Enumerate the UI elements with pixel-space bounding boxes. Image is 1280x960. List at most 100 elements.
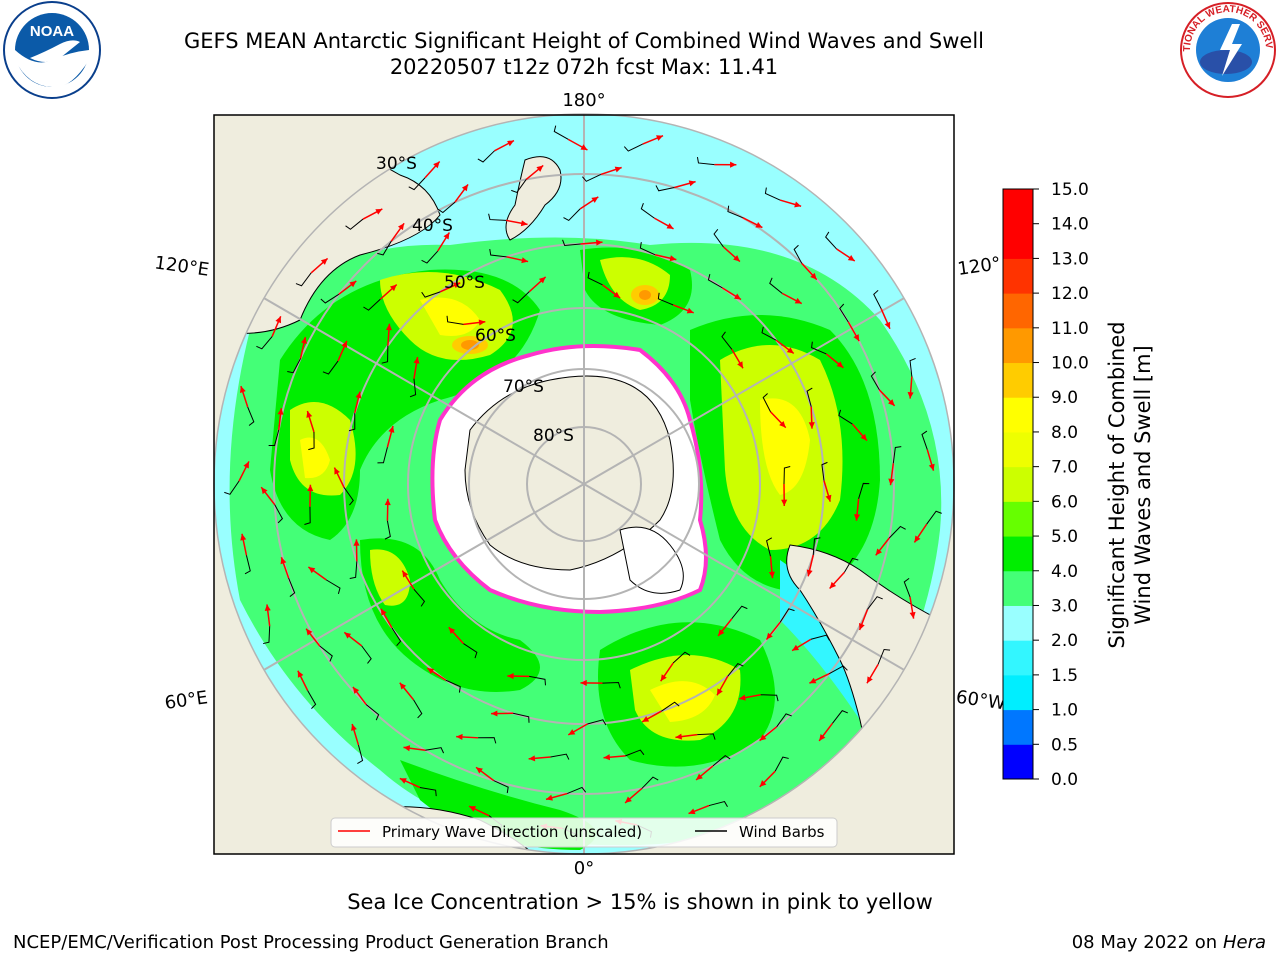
chart-title: GEFS MEAN Antarctic Significant Height o… bbox=[183, 29, 985, 53]
wind-barb bbox=[363, 298, 381, 311]
colorbar-tick-label: 3.0 bbox=[1051, 596, 1078, 616]
colorbar-tick-label: 6.0 bbox=[1051, 492, 1078, 512]
colorbar-tick-label: 2.0 bbox=[1051, 631, 1078, 651]
wave-arrow-head bbox=[433, 161, 440, 169]
wind-barb bbox=[909, 357, 916, 377]
sea-ice-note: Sea Ice Concentration > 15% is shown in … bbox=[347, 890, 933, 914]
wave-arrow-head bbox=[397, 223, 405, 231]
wind-barb bbox=[478, 737, 497, 744]
wind-barb bbox=[488, 213, 506, 221]
wave-arrow-head bbox=[737, 361, 743, 369]
wind-barb bbox=[408, 177, 426, 191]
wind-barb bbox=[263, 626, 271, 645]
wave-arrow-head bbox=[733, 255, 740, 262]
wind-barb bbox=[357, 744, 364, 764]
wave-arrow-head bbox=[642, 716, 650, 722]
wind-barb bbox=[244, 555, 251, 575]
wave-arrow-head bbox=[806, 569, 813, 577]
wind-barb bbox=[774, 756, 789, 772]
wind-barb bbox=[821, 461, 828, 481]
footer-host: Hera bbox=[1222, 932, 1266, 953]
wave-arrow-head bbox=[453, 282, 461, 289]
wave-arrow-head bbox=[866, 676, 873, 684]
wave-arrow-head bbox=[307, 484, 314, 492]
wave-arrow-head bbox=[759, 734, 767, 741]
wave-arrow-head bbox=[427, 668, 435, 675]
wind-barb bbox=[409, 378, 417, 398]
wave-arrow-head bbox=[264, 604, 271, 612]
wave-arrow-head bbox=[603, 754, 611, 761]
wave-arrow-head bbox=[669, 255, 677, 262]
wind-barb bbox=[708, 800, 728, 808]
wind-barb bbox=[727, 663, 744, 677]
wave-arrow-head bbox=[275, 316, 282, 324]
wind-barb bbox=[384, 520, 391, 540]
lat-label-50s: 50°S bbox=[444, 273, 485, 293]
wind-barb bbox=[274, 504, 284, 524]
wind-barb bbox=[445, 679, 461, 693]
wind-barb bbox=[463, 643, 478, 659]
wave-arrow-head bbox=[461, 184, 469, 192]
colorbar-tick-label: 7.0 bbox=[1051, 458, 1078, 478]
wind-barb bbox=[838, 409, 853, 425]
wave-arrow-head bbox=[909, 611, 916, 619]
wind-barb bbox=[377, 240, 392, 256]
wave-arrow-head bbox=[388, 425, 395, 433]
wave-arrow-head bbox=[349, 280, 357, 288]
lon-label-120e: 120°E bbox=[153, 252, 210, 280]
wind-barb bbox=[713, 228, 724, 248]
chart-subtitle: 20220507 t12z 072h fcst Max: 11.41 bbox=[389, 55, 779, 79]
wind-barb bbox=[731, 605, 748, 620]
wind-barb bbox=[377, 447, 388, 464]
wind-barb bbox=[529, 675, 546, 686]
wind-barb bbox=[345, 218, 364, 230]
wave-arrow-head bbox=[786, 347, 794, 354]
wind-barb bbox=[858, 482, 870, 499]
wave-arrow-head bbox=[759, 780, 767, 787]
wind-barb bbox=[602, 682, 621, 689]
colorbar-segment bbox=[1003, 258, 1033, 294]
wave-arrow-head bbox=[717, 688, 723, 696]
colorbar-segment bbox=[1003, 327, 1033, 364]
wave-arrow-head bbox=[847, 255, 855, 262]
wave-arrow-head bbox=[448, 627, 456, 635]
wave-arrow-head bbox=[781, 499, 788, 506]
wind-barb bbox=[437, 201, 456, 214]
wind-barb bbox=[672, 651, 691, 664]
wave-arrow-head bbox=[766, 632, 773, 640]
wind-barb bbox=[779, 608, 795, 623]
colorbar-tick-label: 13.0 bbox=[1051, 249, 1089, 269]
wind-barb bbox=[712, 754, 731, 767]
wave-arrow-head bbox=[819, 734, 826, 741]
wind-barb bbox=[793, 244, 803, 264]
wind-barb bbox=[304, 506, 311, 525]
wave-arrow-head bbox=[352, 686, 360, 694]
graticule bbox=[214, 114, 954, 854]
wave-arrow-head bbox=[491, 710, 498, 717]
wave-arrow-head bbox=[688, 180, 696, 187]
wind-barb bbox=[381, 345, 389, 364]
wave-arrow-head bbox=[860, 433, 867, 441]
wind-barb bbox=[511, 179, 527, 194]
wind-barb bbox=[812, 537, 821, 555]
wave-arrow-head bbox=[794, 297, 802, 304]
colorbar-segment bbox=[1003, 466, 1033, 502]
wind-barb bbox=[287, 358, 301, 374]
wind-barb bbox=[639, 242, 656, 256]
footer-date: 08 May 2022 on Hera bbox=[1071, 932, 1266, 953]
colorbar-tick-label: 8.0 bbox=[1051, 423, 1078, 443]
wave-arrow-head bbox=[792, 644, 800, 651]
wind-barb bbox=[903, 577, 911, 598]
wave-arrow-head bbox=[859, 623, 865, 631]
wind-barb bbox=[256, 336, 273, 350]
wave-arrow-head bbox=[520, 220, 528, 227]
colorbar-segment bbox=[1003, 536, 1033, 572]
wave-arrow-head bbox=[478, 319, 486, 326]
wave-arrow-head bbox=[825, 494, 832, 502]
colorbar-segment bbox=[1003, 674, 1033, 711]
wind-barb bbox=[625, 749, 645, 757]
wave-arrow-head bbox=[688, 808, 696, 815]
wind-barb bbox=[697, 733, 716, 740]
wave-arrow-head bbox=[521, 257, 529, 264]
